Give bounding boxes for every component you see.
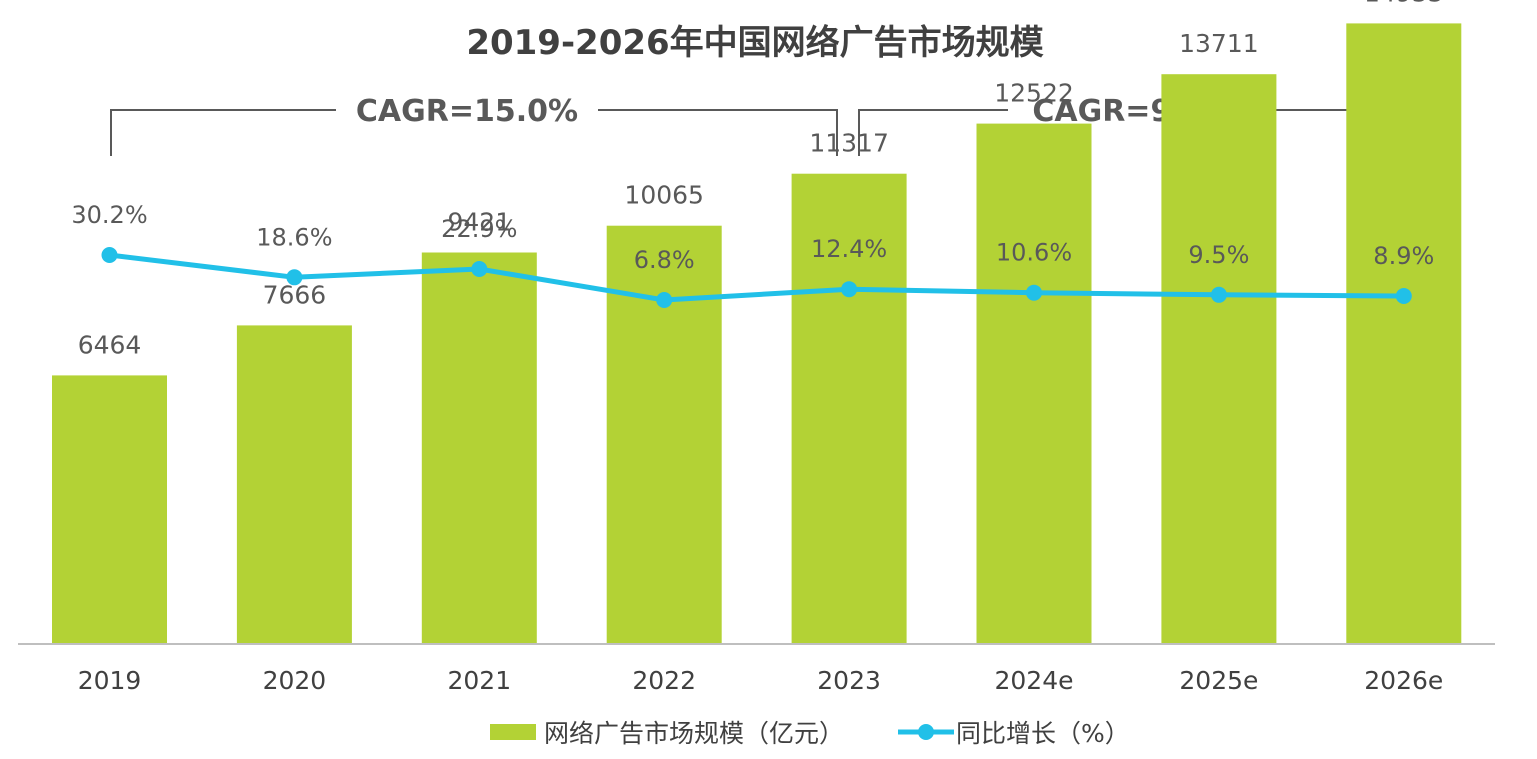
bar-2019 [52,375,167,644]
bar-value-labels: 6464766694211006511317125221371114933 [78,0,1444,359]
chart-title: 2019-2026年中国网络广告市场规模 [466,23,1043,63]
bar-2024e [976,123,1092,645]
legend-bar-swatch [490,724,536,740]
growth-point-2020 [286,269,303,286]
bar-2025e [1161,74,1277,644]
x-tick-label: 2025e [1179,666,1258,695]
growth-point-2023 [841,281,858,298]
growth-value-label: 22.9% [441,215,517,243]
x-tick-labels: 2019 2020 2021 2022 2023 2024e 2025e 2026e [78,666,1444,695]
growth-point-2026e [1395,288,1412,304]
growth-point-2025e [1210,286,1227,303]
x-tick-label: 2026e [1364,666,1443,695]
x-tick-label: 2020 [263,666,327,695]
bar-value-label: 9421 [447,208,511,237]
legend-line-marker [918,724,934,740]
growth-value-label: 12.4% [811,235,887,263]
bar-value-label: 13711 [1179,29,1259,58]
growth-value-label: 10.6% [996,239,1072,267]
bar-value-label: 6464 [78,330,142,359]
growth-line: 30.2% 18.6% 22.9% 6.8% 12.4% 10.6% 9.5% 8.9% [71,201,1434,308]
bar-value-label: 12522 [994,79,1074,108]
bar-value-label: 11317 [809,129,889,158]
cagr-label: CAGR=15.0% [356,94,578,129]
growth-line-path [109,252,1404,303]
x-tick-label: 2019 [78,666,142,695]
x-tick-label: 2023 [817,666,881,695]
bar-2022 [606,225,722,644]
bar-value-label: 10065 [624,181,704,210]
growth-value-label: 8.9% [1373,242,1434,270]
legend: 网络广告市场规模（亿元） 同比增长（%） [490,719,1130,748]
growth-value-label: 9.5% [1188,241,1249,269]
growth-point-2019 [101,247,118,263]
bars [52,23,1462,645]
legend-bar-label: 网络广告市场规模（亿元） [544,719,844,748]
bar-2026e [1346,23,1462,644]
x-tick-label: 2022 [632,666,696,695]
x-tick-label: 2021 [447,666,511,695]
growth-point-2021 [471,261,488,277]
bar-value-label: 14933 [1364,0,1444,7]
legend-line-label: 同比增长（%） [956,719,1130,748]
growth-point-2022 [656,292,673,308]
bar-2020 [236,325,352,644]
growth-value-label: 18.6% [256,223,332,251]
x-tick-label: 2024e [994,666,1073,695]
growth-value-label: 6.8% [634,246,695,274]
growth-value-label: 30.2% [71,201,147,229]
bar-2023 [791,173,907,644]
bar-2021 [421,252,537,644]
cagr-bracket [110,109,838,156]
growth-point-2024e [1026,284,1042,301]
